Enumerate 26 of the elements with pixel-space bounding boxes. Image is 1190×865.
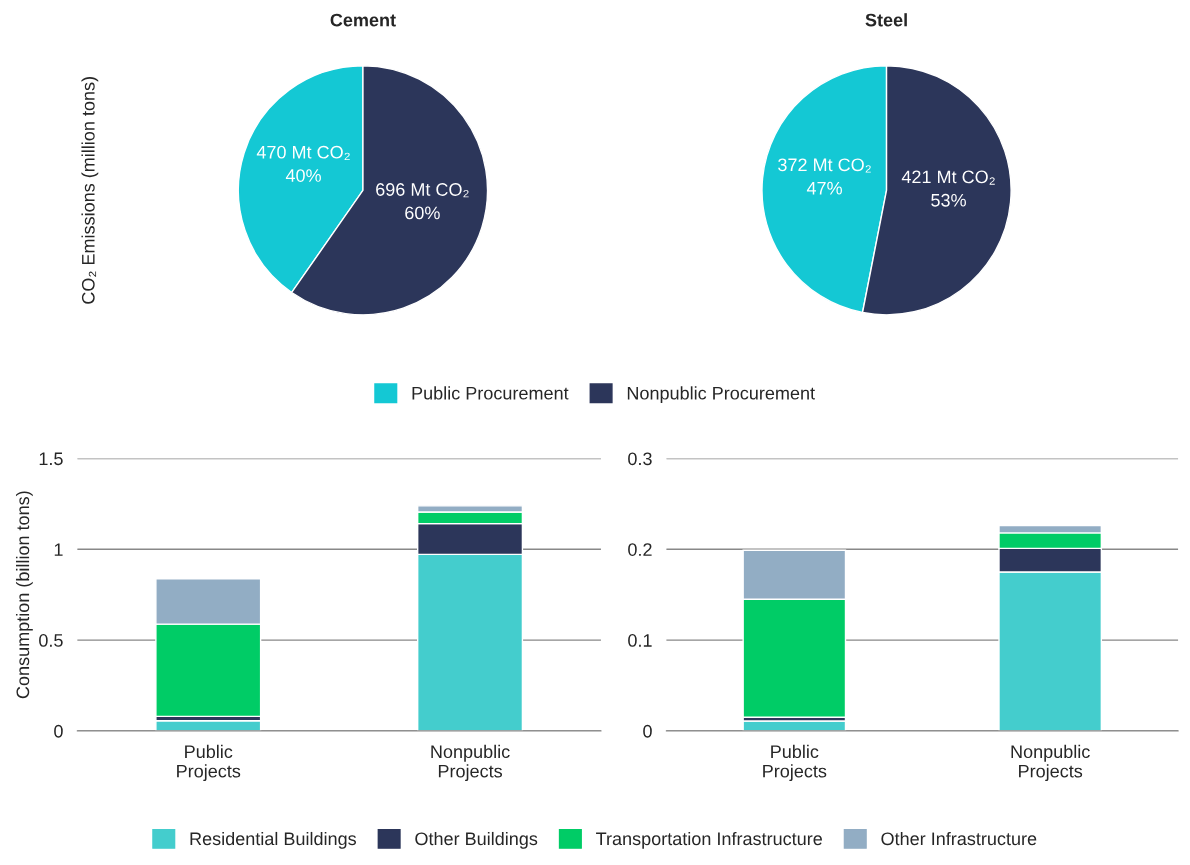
x-tick-label: Nonpublic Projects	[1011, 744, 1090, 782]
data-label: 421 Mt CO₂ 53%	[901, 170, 995, 207]
y-tick-label: 0	[643, 724, 652, 738]
legend-label: Transportation Infrastructure	[596, 831, 822, 849]
legend-label: Other Infrastructure	[881, 831, 1037, 846]
y-tick-label: 0.2	[628, 543, 652, 556]
chart-title: Cement	[330, 13, 396, 27]
y-tick-label: 0.5	[39, 634, 63, 647]
x-tick-label: Public Projects	[177, 744, 241, 782]
data-label: 696 Mt CO₂ 60%	[376, 183, 469, 220]
x-tick-label: Nonpublic Projects	[431, 744, 510, 782]
text: CO₂ Emissions (million tons)	[81, 77, 99, 304]
y-axis-title: Consumption (billion tons)	[15, 491, 33, 699]
y-tick-label: 0	[54, 724, 63, 738]
data-label: 372 Mt CO₂ 47%	[778, 158, 871, 195]
legend-label: Public Procurement	[412, 386, 569, 400]
data-label: 470 Mt CO₂ 40%	[256, 145, 350, 182]
y-tick-label: 0.3	[628, 452, 652, 466]
legend-label: Nonpublic Procurement	[627, 386, 815, 404]
y-tick-label: 1.5	[39, 452, 63, 466]
chart-title: Steel	[865, 13, 907, 27]
x-tick-label: Public Projects	[763, 744, 827, 782]
y-tick-label: 1	[54, 543, 63, 556]
legend-label: Residential Buildings	[190, 831, 357, 849]
y-tick-label: 0.1	[628, 634, 652, 647]
legend-label: Other Buildings	[415, 831, 538, 849]
